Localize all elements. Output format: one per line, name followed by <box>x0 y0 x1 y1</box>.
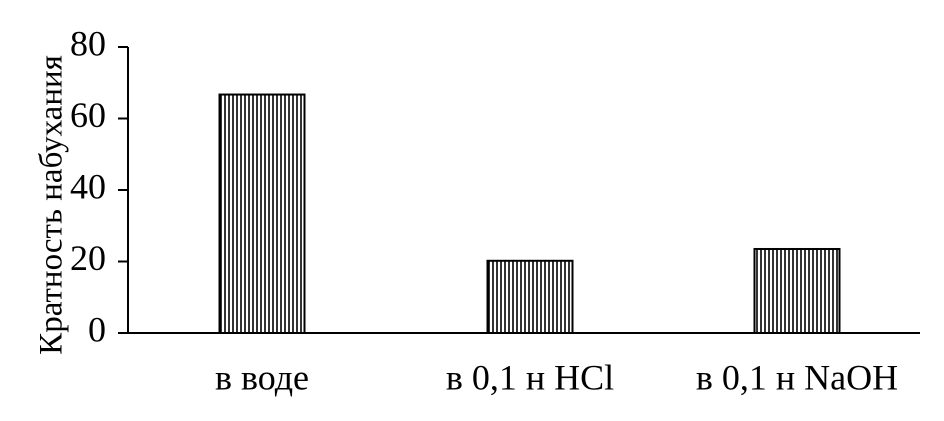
y-tick-label: 80 <box>70 23 106 63</box>
bar <box>218 93 306 334</box>
x-category-label: в воде <box>215 357 309 397</box>
y-tick-label: 40 <box>70 166 106 206</box>
x-category-label: в 0,1 н HCl <box>446 357 614 397</box>
y-tick-label: 20 <box>70 238 106 278</box>
x-axis: в воде в 0,1 н HCl в 0,1 н NaOH <box>128 332 920 397</box>
y-axis-title: Кратность набухания <box>34 55 70 355</box>
bar <box>753 247 841 334</box>
y-tick-label: 60 <box>70 95 106 135</box>
y-axis: 0 20 40 60 80 <box>70 23 129 349</box>
x-category-label: в 0,1 н NaOH <box>696 357 898 397</box>
y-tick-label: 0 <box>88 309 106 349</box>
bars-group <box>218 93 841 334</box>
bar <box>486 259 574 334</box>
